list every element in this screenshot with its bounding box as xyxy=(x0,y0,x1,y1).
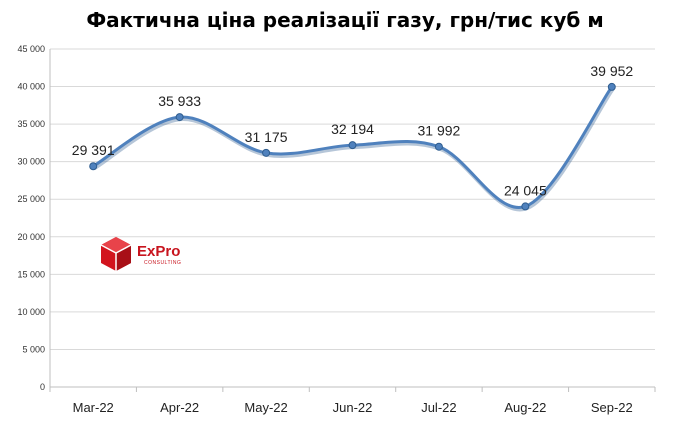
chart-title: Фактична ціна реалізації газу, грн/тис к… xyxy=(86,8,604,32)
logo-wordmark: ExPro xyxy=(137,243,180,260)
y-tick-label: 30 000 xyxy=(17,157,45,167)
data-point xyxy=(607,82,616,91)
expro-logo: ExPro CONSULTING xyxy=(100,237,181,271)
y-tick-label: 15 000 xyxy=(17,269,45,279)
data-label: 31 992 xyxy=(418,123,461,139)
x-tick-label: Apr-22 xyxy=(160,400,199,415)
x-tick-label: Sep-22 xyxy=(591,400,633,415)
data-point xyxy=(521,202,530,211)
y-tick-label: 45 000 xyxy=(17,44,45,54)
data-label: 24 045 xyxy=(504,182,547,198)
logo-cube-icon xyxy=(100,237,132,271)
data-point xyxy=(262,148,271,157)
gridlines xyxy=(50,48,655,350)
x-tick-label: Jun-22 xyxy=(333,400,373,415)
data-label: 31 175 xyxy=(245,129,288,145)
data-point xyxy=(348,141,357,150)
x-tick-label: May-22 xyxy=(244,400,287,415)
data-point xyxy=(434,142,443,151)
data-label: 32 194 xyxy=(331,121,374,137)
y-tick-label: 25 000 xyxy=(17,194,45,204)
data-point xyxy=(89,162,98,171)
x-tick-label: Aug-22 xyxy=(504,400,546,415)
data-label: 29 391 xyxy=(72,142,115,158)
data-label: 39 952 xyxy=(590,63,633,79)
y-tick-label: 35 000 xyxy=(17,119,45,129)
data-markers xyxy=(89,82,616,211)
y-tick-label: 20 000 xyxy=(17,232,45,242)
data-label: 35 933 xyxy=(158,93,201,109)
data-point xyxy=(175,113,184,122)
y-tick-label: 40 000 xyxy=(17,82,45,92)
y-tick-label: 5 000 xyxy=(22,344,45,354)
axes: 0 5 000 10 000 15 000 20 000 25 000 30 000 35 0… xyxy=(17,44,656,415)
logo-subtitle: CONSULTING xyxy=(144,260,181,266)
x-tick-label: Mar-22 xyxy=(73,400,114,415)
y-tick-label: 10 000 xyxy=(17,307,45,317)
y-tick-label: 0 xyxy=(40,382,45,392)
data-labels: 29 391 35 933 31 175 32 194 31 992 24 045 39 9… xyxy=(72,63,634,198)
x-tick-label: Jul-22 xyxy=(421,400,456,415)
